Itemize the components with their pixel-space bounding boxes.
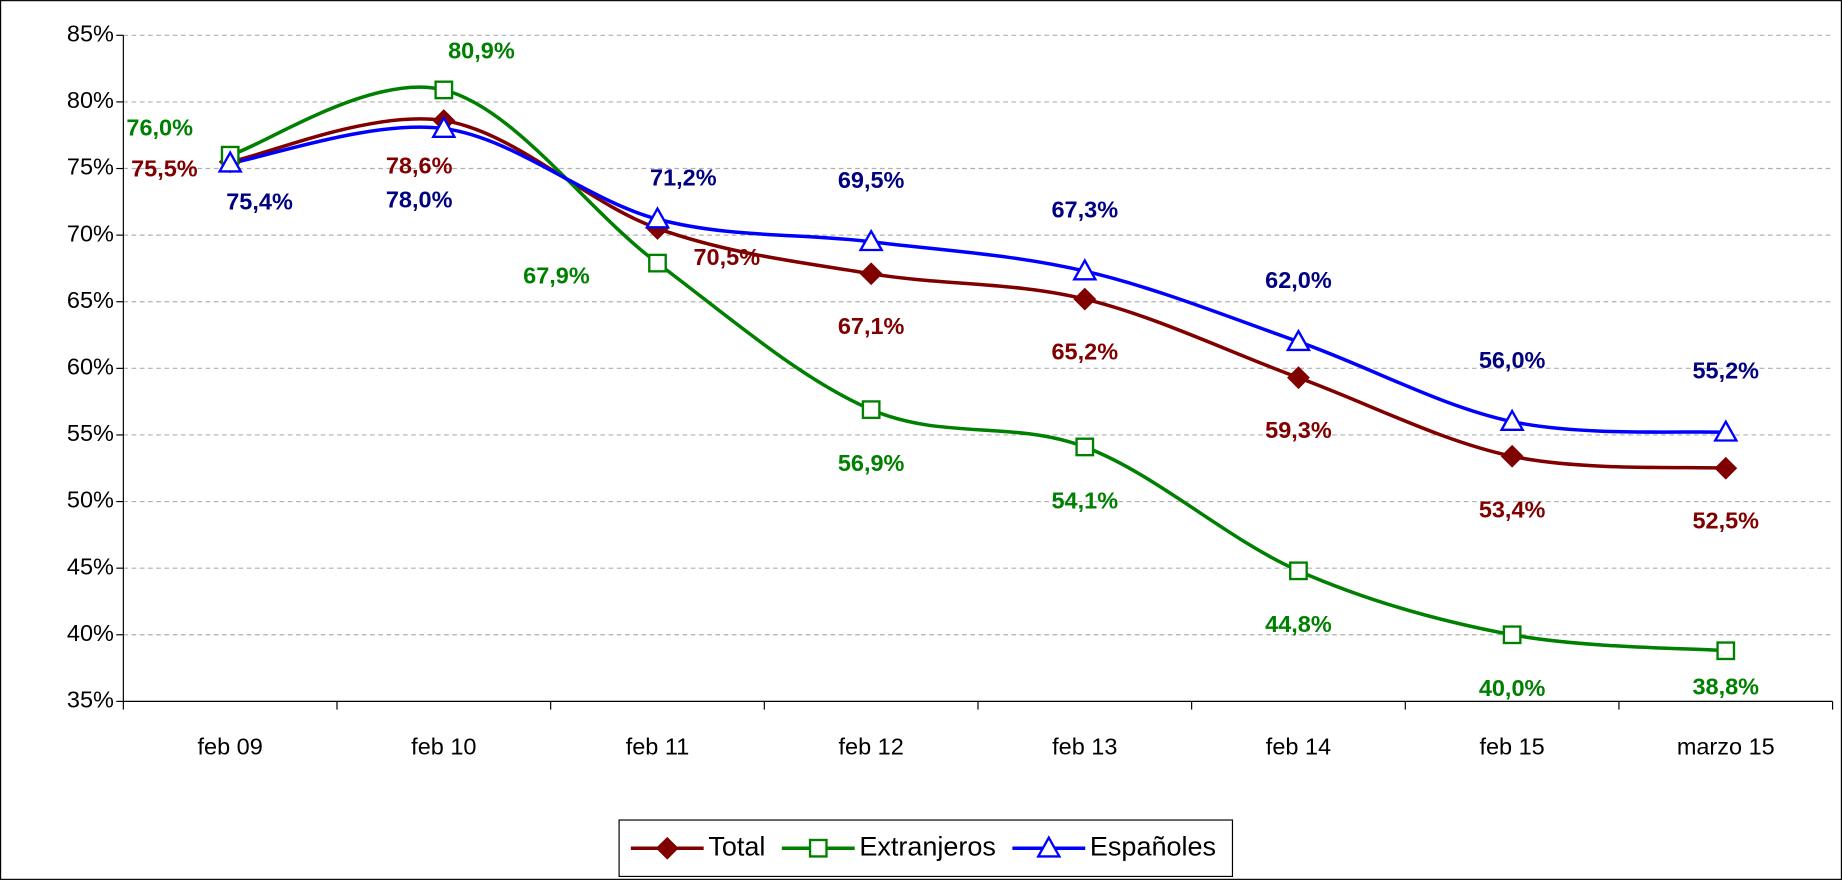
data-point: [858, 228, 884, 252]
y-tick-label: 45%: [67, 553, 114, 579]
value-label: 59,3%: [1265, 417, 1332, 443]
value-label: 55,2%: [1692, 358, 1759, 384]
data-point: [434, 80, 454, 100]
y-tick-label: 85%: [67, 21, 114, 47]
y-tick-label: 50%: [67, 487, 114, 513]
data-point: [431, 115, 457, 138]
value-label: 78,6%: [386, 153, 453, 179]
y-tick-label: 80%: [67, 87, 114, 113]
x-tick-label: feb 10: [411, 734, 476, 760]
value-label: 70,5%: [694, 244, 761, 270]
data-point: [1716, 641, 1736, 661]
data-point: [1072, 258, 1098, 281]
value-label: 56,9%: [838, 450, 905, 476]
data-point: [861, 400, 881, 420]
legend-marker: [808, 838, 828, 858]
value-label: 52,5%: [1692, 507, 1759, 533]
legend-box: [618, 819, 1234, 878]
value-label: 53,4%: [1479, 497, 1546, 523]
legend-label: Extranjeros: [859, 831, 996, 861]
value-label: 80,9%: [448, 38, 515, 64]
legend-marker: [655, 836, 679, 860]
data-point: [1075, 437, 1095, 457]
data-point: [217, 150, 243, 173]
series-line: [229, 117, 1726, 471]
data-point: [1073, 287, 1097, 311]
value-label: 78,0%: [386, 187, 453, 213]
x-tick-label: feb 13: [1052, 734, 1117, 760]
value-label: 67,3%: [1052, 196, 1119, 222]
value-label: 67,1%: [838, 313, 905, 339]
x-tick-label: feb 09: [198, 734, 263, 760]
value-label: 62,0%: [1265, 267, 1332, 293]
y-tick-label: 65%: [67, 287, 114, 313]
y-tick-label: 75%: [67, 154, 114, 180]
value-label: 76,0%: [126, 115, 193, 141]
value-label: 69,5%: [838, 167, 905, 193]
value-label: 54,1%: [1052, 487, 1119, 513]
y-tick-label: 60%: [67, 354, 114, 380]
y-tick-label: 70%: [67, 220, 114, 246]
data-point: [1500, 444, 1524, 468]
data-point: [1714, 456, 1738, 480]
x-tick-label: feb 15: [1479, 734, 1544, 760]
value-label: 56,0%: [1479, 347, 1546, 373]
data-point: [859, 262, 883, 286]
series-line: [229, 85, 1726, 653]
data-point: [1502, 625, 1522, 645]
y-tick-label: 55%: [67, 420, 114, 446]
value-label: 44,8%: [1265, 611, 1332, 637]
value-label: 65,2%: [1052, 338, 1119, 364]
value-label: 71,2%: [650, 164, 717, 190]
legend-label: Españoles: [1090, 831, 1216, 861]
data-point: [644, 206, 671, 229]
value-label: 40,0%: [1479, 675, 1546, 701]
value-label: 67,9%: [523, 262, 590, 288]
value-label: 75,4%: [226, 188, 293, 214]
data-point: [1285, 328, 1312, 352]
value-label: 75,5%: [131, 155, 198, 181]
data-point: [1499, 408, 1525, 432]
legend-marker: [1036, 835, 1062, 858]
data-point: [1287, 366, 1310, 390]
data-point: [1713, 419, 1739, 442]
y-tick-label: 40%: [67, 620, 114, 646]
legend: Total Extranjeros Españoles: [618, 819, 1234, 878]
x-tick-label: feb 14: [1266, 734, 1331, 760]
data-point: [1289, 561, 1308, 581]
data-point: [648, 253, 667, 273]
y-tick-label: 35%: [67, 687, 114, 713]
x-tick-label: feb 12: [838, 734, 903, 760]
value-label: 38,8%: [1692, 674, 1759, 700]
legend-label: Total: [708, 831, 765, 861]
series-line: [229, 125, 1726, 435]
x-tick-label: feb 11: [626, 734, 690, 760]
x-tick-label: marzo 15: [1677, 734, 1775, 760]
